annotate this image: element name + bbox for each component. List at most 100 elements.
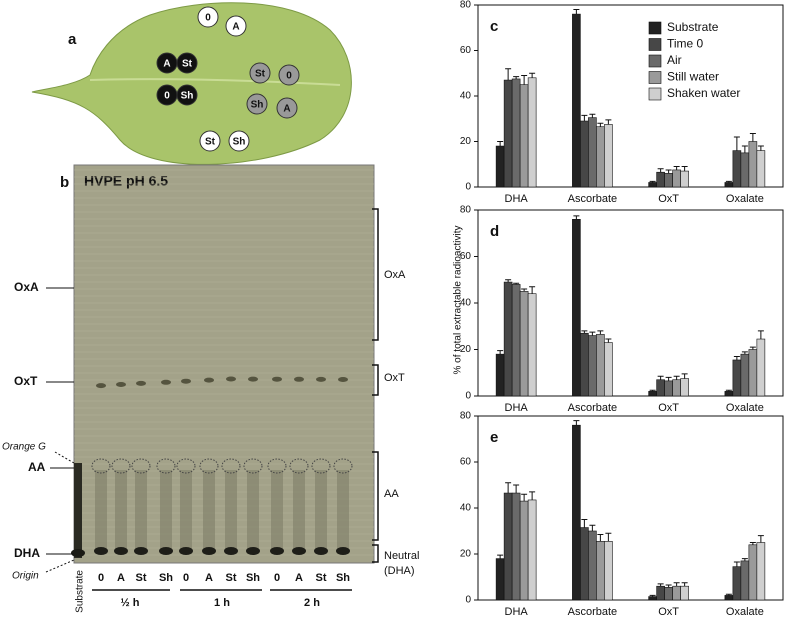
bar <box>511 78 521 188</box>
legend-label: Shaken water <box>667 86 740 100</box>
axis <box>477 4 784 188</box>
lane-label: 0 <box>274 572 280 584</box>
error-bar <box>673 582 680 587</box>
time-label: 1 h <box>214 597 230 609</box>
bar <box>596 334 605 397</box>
error-bar <box>649 389 656 392</box>
legend-swatch <box>648 71 662 84</box>
time-label: 2 h <box>304 597 320 609</box>
x-tick-label: DHA <box>505 193 529 205</box>
error-bar <box>589 331 596 336</box>
bar <box>596 541 605 601</box>
bar <box>672 379 681 397</box>
error-bar <box>589 113 596 118</box>
error-bar <box>573 215 580 220</box>
error-bar <box>681 373 688 379</box>
error-bar <box>513 282 520 285</box>
error-bar <box>749 133 756 142</box>
lane-label: St <box>316 572 327 584</box>
bar <box>724 595 734 601</box>
bar <box>756 338 766 397</box>
bar <box>503 492 513 601</box>
smear <box>115 470 127 550</box>
spot-label: 0 <box>164 91 170 102</box>
error-bar <box>597 122 604 127</box>
spot-ring <box>221 458 241 474</box>
spot <box>197 6 219 28</box>
error-bar <box>741 558 748 561</box>
lane-label: 0 <box>183 572 189 584</box>
band <box>316 376 326 382</box>
bar <box>748 349 758 397</box>
spot <box>278 64 300 86</box>
bar <box>664 380 673 397</box>
y-tick-label: 0 <box>465 391 471 402</box>
panel-label: c <box>490 18 498 35</box>
error-bar <box>665 584 672 588</box>
bar <box>672 585 681 601</box>
bar <box>588 530 597 601</box>
pointer <box>45 559 75 573</box>
bar <box>588 117 597 188</box>
x-tick-label: DHA <box>505 606 529 618</box>
bar <box>580 120 589 188</box>
right-label: AA <box>384 488 399 500</box>
band <box>294 376 304 382</box>
error-bar <box>757 330 764 340</box>
x-tick-label: DHA <box>505 402 529 414</box>
bar <box>748 544 758 601</box>
bar <box>656 379 665 397</box>
gel-bands <box>71 169 374 558</box>
y-tick-label: 0 <box>465 595 471 606</box>
error-bar <box>605 532 612 542</box>
spot <box>176 52 198 74</box>
lane-label: Substrate <box>75 570 86 613</box>
error-bar <box>741 351 748 355</box>
bar <box>664 173 673 188</box>
y-tick-label: 0 <box>465 182 471 193</box>
legend-swatch <box>648 87 662 101</box>
error-bar <box>513 76 520 79</box>
spot-ring <box>267 458 287 474</box>
y-axis-label: % of total extractable radioactivity <box>453 226 464 375</box>
x-tick-label: Oxalate <box>726 193 764 205</box>
spot-ring <box>111 458 131 474</box>
time-label: ½ h <box>121 597 140 609</box>
error-bar <box>529 491 536 500</box>
bar <box>748 141 758 188</box>
bracket <box>372 544 379 563</box>
error-bar <box>521 493 528 502</box>
y-tick-label: 20 <box>460 136 472 147</box>
smear <box>95 470 107 550</box>
legend-swatch <box>648 21 662 35</box>
error-bar <box>573 420 580 426</box>
band <box>202 547 216 555</box>
spot-label: A <box>283 104 290 115</box>
x-tick-label: Oxalate <box>726 402 764 414</box>
lane-label: A <box>205 572 213 584</box>
left-label: OxT <box>14 374 38 388</box>
error-bar <box>597 330 604 335</box>
bar <box>495 558 505 601</box>
bar <box>732 566 742 601</box>
leaf-vein <box>89 78 341 86</box>
smear <box>293 470 305 550</box>
spot-label: Sh <box>181 91 194 102</box>
bar <box>503 79 513 188</box>
band <box>114 547 128 555</box>
error-bar <box>581 330 588 334</box>
bar <box>572 219 581 397</box>
spot-label: 0 <box>205 13 211 24</box>
error-bar <box>529 286 536 294</box>
spot <box>276 97 298 119</box>
right-label: OxT <box>384 372 405 384</box>
smear <box>337 470 349 550</box>
error-bar <box>581 114 588 122</box>
bar <box>519 500 529 601</box>
error-bar <box>597 533 604 542</box>
x-tick-label: Ascorbate <box>568 402 618 414</box>
band <box>226 376 236 382</box>
bar <box>527 77 537 188</box>
error-bar <box>725 180 732 183</box>
